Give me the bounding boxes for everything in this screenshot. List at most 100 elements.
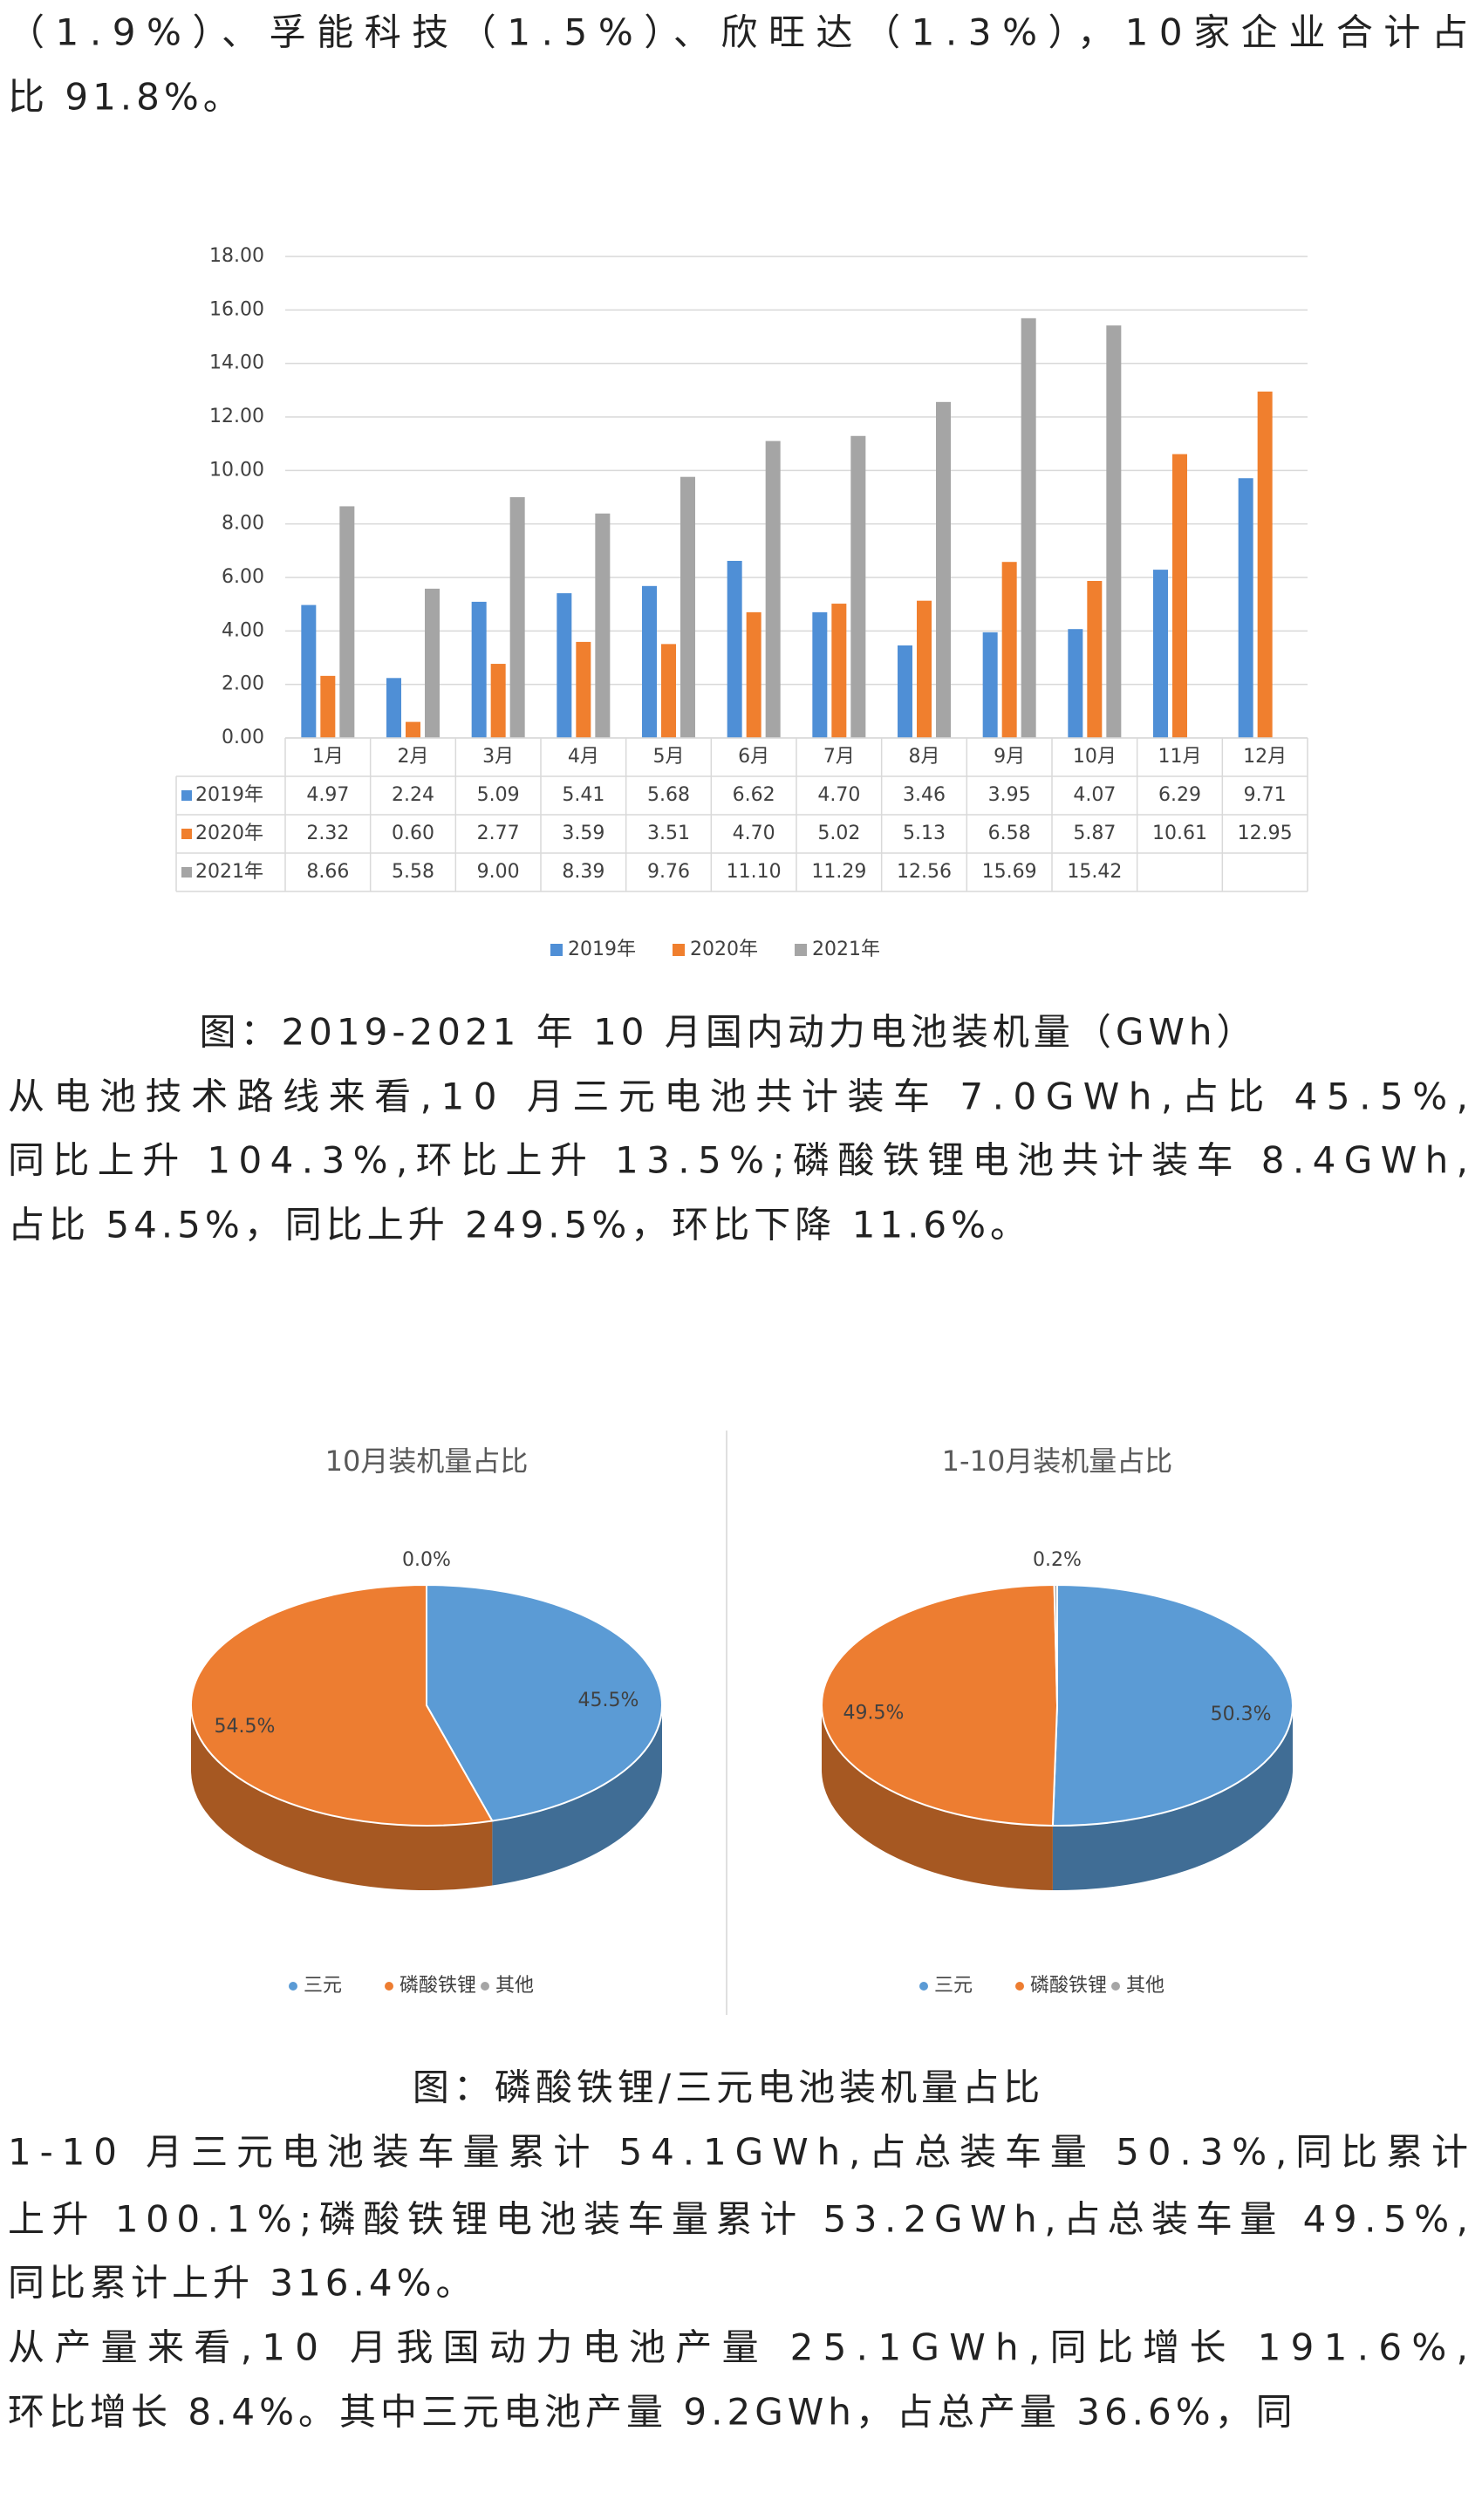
table-value: 5.87 [1073,823,1116,844]
paragraph-line: （1.9%）、孚能科技（1.5%）、欣旺达（1.3%），10家企业合计占 [8,11,1468,54]
legend-label: 2020年 [690,939,758,960]
pie-title: 1-10月装机量占比 [942,1444,1173,1478]
table-value: 3.59 [562,823,604,844]
data-label: 50.3% [1211,1704,1272,1725]
legend-swatch [385,1982,393,1991]
bar [1087,580,1103,738]
paragraph-line: 从电池技术路线来看,10 月三元电池共计装车 7.0GWh,占比 45.5%, [8,1076,1468,1118]
table-value: 4.70 [733,823,775,844]
paragraph-line: 同比累计上升 316.4%。 [8,2262,477,2305]
bar [812,611,828,738]
data-label: 45.5% [578,1690,639,1711]
x-tick-label: 5月 [653,746,685,768]
legend-swatch [919,1982,928,1991]
pie-side [492,1705,662,1886]
table-swatch [181,829,192,839]
x-tick-label: 12月 [1243,746,1287,768]
pie-slice [426,1583,663,1822]
bar [1172,454,1187,738]
bar [1238,478,1253,738]
bar [509,497,525,738]
paragraph-line: 1-10 月三元电池装车量累计 54.1GWh,占总装车量 50.3%,同比累计 [8,2131,1468,2174]
x-tick-label: 11月 [1158,746,1202,768]
legend-swatch [673,944,685,956]
legend-label: 其他 [1126,1975,1164,1997]
bar [1106,325,1122,738]
paragraph-line: 占比 54.5%，同比上升 249.5%，环比下降 11.6%。 [8,1204,1031,1246]
table-value: 5.58 [392,861,434,883]
table-value: 11.10 [727,861,782,883]
x-tick-label: 4月 [568,746,599,768]
table-row-label: 2020年 [195,823,263,844]
legend-label: 三元 [934,1975,973,1997]
bar [1001,562,1017,738]
legend-label: 三元 [304,1975,342,1997]
x-tick-label: 9月 [994,746,1025,768]
table-value: 10.61 [1152,823,1207,844]
bar [320,675,336,738]
table-value: 5.09 [477,784,520,806]
table-value: 3.46 [903,784,946,806]
data-label: 54.5% [215,1716,276,1738]
bar [917,600,932,738]
data-label: 0.2% [1033,1549,1082,1571]
table-value: 12.56 [897,861,952,883]
bar [982,632,998,738]
table-value: 4.70 [817,784,860,806]
table-swatch [181,867,192,878]
bar [680,476,695,738]
table-value: 11.29 [811,861,866,883]
y-tick-label: 12.00 [209,406,264,427]
data-label: 0.0% [402,1549,451,1571]
table-value: 8.39 [562,861,604,883]
pie-slice [190,1583,494,1827]
legend-label: 2019年 [568,939,636,960]
y-tick-label: 16.00 [209,298,264,320]
table-value: 5.41 [562,784,604,806]
table-value: 2.32 [306,823,349,844]
x-tick-label: 8月 [909,746,940,768]
y-tick-label: 2.00 [222,673,264,695]
legend-label: 磷酸铁锂 [400,1975,476,1997]
pie-slice [820,1584,1059,1827]
bar [471,601,487,738]
x-tick-label: 6月 [738,746,769,768]
figure-caption: 图：2019-2021 年 10 月国内动力电池装机量（GWh） [199,1011,1257,1054]
table-value: 2.77 [477,823,520,844]
bar [576,641,591,738]
legend-label: 磷酸铁锂 [1030,1975,1107,1997]
x-tick-label: 7月 [823,746,855,768]
bar [898,645,912,738]
y-tick-label: 4.00 [222,619,264,641]
y-tick-label: 8.00 [222,513,264,535]
table-value: 0.60 [392,823,434,844]
bar [595,513,611,738]
legend-swatch [550,944,563,956]
table-value: 5.02 [817,823,860,844]
bar [339,506,355,738]
paragraph-line: 比 91.8%。 [8,76,244,119]
table-value: 8.66 [306,861,349,883]
bar [850,435,866,738]
y-tick-label: 10.00 [209,459,264,481]
pie-side [822,1705,1053,1890]
x-tick-label: 2月 [398,746,429,768]
table-value: 6.58 [988,823,1031,844]
bar [661,644,676,738]
table-value: 5.68 [647,784,690,806]
table-value: 6.29 [1158,784,1201,806]
table-row-label: 2021年 [195,861,263,883]
table-value: 5.13 [903,823,946,844]
paragraph-line: 同比上升 104.3%,环比上升 13.5%;磷酸铁锂电池共计装车 8.4GWh… [8,1139,1468,1182]
bar [1021,318,1036,738]
bar [746,611,761,738]
table-row-label: 2019年 [195,784,263,806]
x-tick-label: 3月 [482,746,514,768]
legend-label: 2021年 [812,939,880,960]
bar [1153,570,1168,738]
table-value: 3.95 [988,784,1031,806]
paragraph-line: 从产量来看,10 月我国动力电池产量 25.1GWh,同比增长 191.6%, [8,2326,1468,2369]
pie-side [190,1705,493,1890]
y-tick-label: 14.00 [209,352,264,374]
